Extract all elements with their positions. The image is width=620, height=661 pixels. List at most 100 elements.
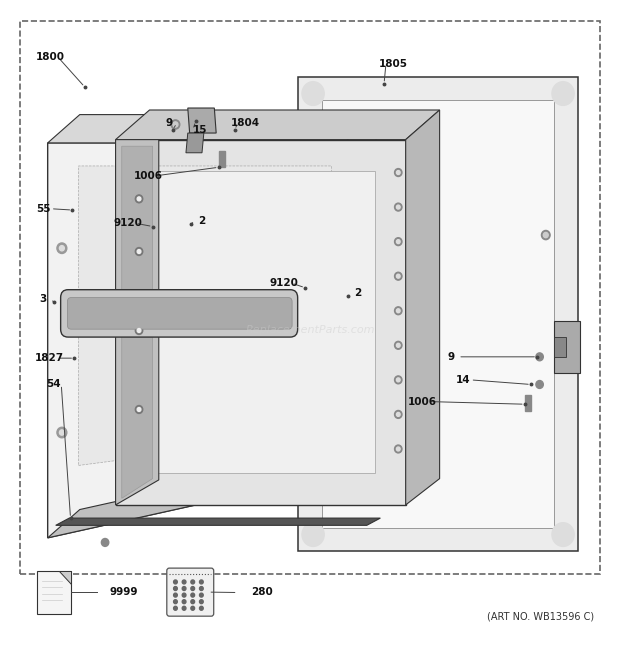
Polygon shape (59, 570, 71, 584)
Circle shape (137, 408, 141, 411)
Circle shape (135, 248, 143, 255)
Circle shape (200, 600, 203, 603)
Circle shape (396, 274, 400, 278)
Polygon shape (79, 166, 332, 465)
Circle shape (396, 378, 400, 382)
Text: (ART NO. WB13596 C): (ART NO. WB13596 C) (487, 612, 594, 622)
Polygon shape (322, 100, 554, 528)
Circle shape (396, 205, 400, 209)
Circle shape (191, 580, 195, 584)
FancyBboxPatch shape (167, 568, 214, 616)
Text: 1805: 1805 (379, 59, 408, 69)
Circle shape (57, 243, 67, 253)
Circle shape (174, 580, 177, 584)
Circle shape (182, 586, 186, 590)
Circle shape (135, 327, 143, 334)
Text: 14: 14 (456, 375, 471, 385)
Circle shape (102, 539, 108, 547)
FancyBboxPatch shape (68, 297, 292, 329)
Polygon shape (48, 143, 344, 538)
Circle shape (135, 406, 143, 413)
Circle shape (173, 122, 178, 127)
Circle shape (396, 309, 400, 313)
Circle shape (536, 381, 543, 389)
Circle shape (182, 606, 186, 610)
Circle shape (137, 250, 141, 253)
Polygon shape (56, 518, 380, 525)
Circle shape (182, 593, 186, 597)
Circle shape (174, 600, 177, 603)
Text: 9: 9 (166, 118, 173, 128)
Polygon shape (554, 321, 580, 373)
Circle shape (396, 447, 400, 451)
Circle shape (174, 586, 177, 590)
Text: 2: 2 (198, 215, 206, 225)
Text: 15: 15 (193, 125, 207, 135)
Polygon shape (344, 114, 376, 472)
Text: 1006: 1006 (134, 171, 163, 181)
Polygon shape (122, 146, 153, 498)
Circle shape (552, 82, 574, 105)
Circle shape (191, 586, 195, 590)
Polygon shape (298, 77, 578, 551)
Circle shape (171, 120, 180, 129)
Circle shape (191, 606, 195, 610)
FancyBboxPatch shape (61, 290, 298, 337)
Circle shape (302, 523, 324, 547)
Polygon shape (115, 139, 405, 505)
Circle shape (174, 593, 177, 597)
Circle shape (137, 329, 141, 332)
Polygon shape (48, 444, 376, 538)
Polygon shape (554, 337, 566, 357)
Circle shape (394, 341, 402, 349)
Circle shape (552, 523, 574, 547)
Circle shape (394, 272, 402, 280)
Circle shape (302, 82, 324, 105)
Circle shape (396, 171, 400, 175)
Text: 9: 9 (447, 352, 454, 362)
Circle shape (60, 246, 64, 251)
Text: 9999: 9999 (109, 587, 138, 597)
Text: 2: 2 (355, 288, 361, 298)
Circle shape (200, 606, 203, 610)
Circle shape (541, 231, 550, 240)
Polygon shape (115, 139, 159, 505)
Circle shape (182, 600, 186, 603)
Circle shape (200, 593, 203, 597)
Circle shape (536, 353, 543, 361)
Circle shape (137, 197, 141, 201)
Polygon shape (186, 133, 204, 153)
Bar (525, 395, 531, 410)
Circle shape (60, 430, 64, 435)
Polygon shape (37, 570, 71, 613)
Polygon shape (405, 110, 440, 505)
Circle shape (174, 606, 177, 610)
Circle shape (396, 343, 400, 347)
Circle shape (57, 427, 67, 438)
Text: 54: 54 (46, 379, 61, 389)
Bar (219, 151, 225, 167)
Polygon shape (115, 110, 440, 139)
Circle shape (394, 238, 402, 246)
Circle shape (394, 307, 402, 315)
Circle shape (135, 195, 143, 203)
Polygon shape (48, 114, 376, 143)
Circle shape (200, 580, 203, 584)
Text: ReplacementParts.com: ReplacementParts.com (246, 325, 374, 336)
Text: 9120: 9120 (113, 218, 143, 228)
Polygon shape (188, 108, 216, 133)
Circle shape (394, 376, 402, 384)
Text: 1800: 1800 (36, 52, 65, 62)
Text: 55: 55 (36, 204, 51, 214)
Circle shape (396, 412, 400, 416)
Text: 280: 280 (251, 587, 273, 597)
Circle shape (200, 586, 203, 590)
Circle shape (396, 240, 400, 244)
Text: 1006: 1006 (408, 397, 437, 407)
Text: 3: 3 (40, 294, 47, 304)
Circle shape (191, 600, 195, 603)
Circle shape (191, 593, 195, 597)
Circle shape (394, 203, 402, 211)
Text: 1827: 1827 (35, 353, 64, 363)
Circle shape (394, 445, 402, 453)
